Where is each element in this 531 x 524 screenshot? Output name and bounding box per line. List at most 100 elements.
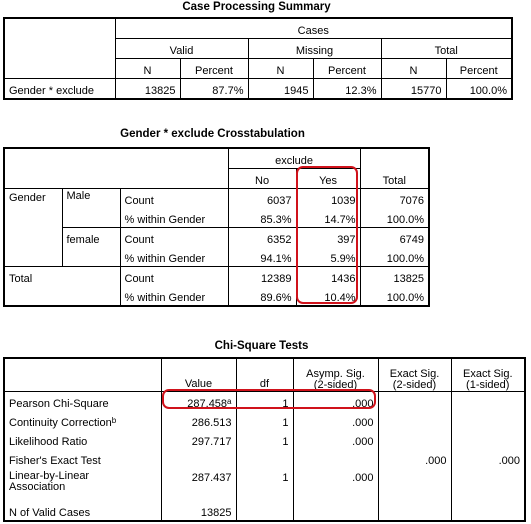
col-percent: Percent: [179, 58, 249, 79]
fisher-value: [160, 449, 237, 468]
pearson-value-number: 287.458: [187, 398, 228, 410]
continuity-exact1: [450, 411, 526, 430]
continuity-asymp: .000: [292, 411, 379, 430]
missing-n: 1945: [247, 78, 314, 100]
continuity-exact2: [377, 411, 452, 430]
corner-cell: [3, 147, 229, 189]
exact-sig-1-line1: Exact Sig.: [462, 368, 513, 380]
male-no-pct: 85.3%: [227, 208, 297, 228]
value-header: Value: [160, 357, 237, 392]
fisher-label: Fisher's Exact Test: [3, 449, 162, 468]
likelihood-exact2: [377, 430, 452, 449]
total-yes-pct: 10.4%: [295, 286, 361, 307]
gender-label: Gender: [3, 188, 62, 267]
pearson-asymp: .000: [292, 391, 379, 411]
likelihood-exact1: [450, 430, 526, 449]
continuity-value: 286.513: [160, 411, 237, 430]
total-spacer: [3, 286, 120, 307]
df-header: df: [235, 357, 294, 392]
female-no-pct: 94.1%: [227, 247, 297, 267]
fisher-asymp: [292, 449, 379, 468]
col-percent: Percent: [445, 58, 513, 79]
missing-percent: 12.3%: [312, 78, 382, 100]
col-n: N: [114, 58, 181, 79]
total-percent: 100.0%: [445, 78, 513, 100]
male-total-pct: 100.0%: [359, 208, 430, 228]
asymp-sig-header: Asymp. Sig. (2-sided): [292, 357, 379, 392]
fisher-df: [235, 449, 294, 468]
nvalid-exact2: [377, 501, 452, 522]
nvalid-df: [235, 501, 294, 522]
cases-header: Cases: [114, 17, 513, 39]
valid-n: 13825: [114, 78, 181, 100]
pearson-footnote: a: [227, 397, 232, 406]
continuity-label-text: Continuity Correction: [9, 417, 112, 429]
exact-sig-2-line1: Exact Sig.: [389, 368, 440, 380]
likelihood-asymp: .000: [292, 430, 379, 449]
valid-header: Valid: [114, 38, 249, 59]
pearson-exact2: [377, 391, 452, 411]
valid-percent: 87.7%: [179, 78, 249, 100]
pct-label: % within Gender: [119, 286, 229, 307]
col-n: N: [247, 58, 314, 79]
exact-sig-2-line2: (2-sided): [392, 379, 437, 391]
pct-label: % within Gender: [119, 247, 229, 267]
female-no-count: 6352: [227, 227, 297, 247]
fisher-exact2: .000: [377, 449, 452, 468]
count-label: Count: [119, 266, 229, 286]
linear-asymp: .000: [292, 468, 379, 501]
case-processing-table: Cases Valid Missing Total N Percent N Pe…: [3, 17, 513, 100]
exact-sig-1-line2: (1-sided): [466, 379, 510, 391]
female-yes-count: 397: [295, 227, 361, 247]
asymp-sig-line1: Asymp. Sig.: [306, 368, 365, 380]
female-yes-pct: 5.9%: [295, 247, 361, 267]
linear-exact2: [377, 468, 452, 501]
linear-label-line2: Association: [9, 481, 66, 493]
continuity-label: Continuity Correctionb: [3, 411, 162, 430]
continuity-df: 1: [235, 411, 294, 430]
continuity-footnote: b: [111, 416, 117, 425]
corner-cell: [3, 357, 162, 392]
male-no-count: 6037: [227, 188, 297, 208]
pearson-label: Pearson Chi-Square: [3, 391, 162, 411]
total-no-pct: 89.6%: [227, 286, 297, 307]
female-total-pct: 100.0%: [359, 247, 430, 267]
no-col-header: No: [227, 168, 297, 189]
asymp-sig-line2: (2-sided): [313, 379, 358, 391]
total-total-count: 13825: [359, 266, 430, 286]
male-yes-pct: 14.7%: [295, 208, 361, 228]
total-row-label: Total: [3, 266, 120, 286]
nvalid-label: N of Valid Cases: [3, 501, 162, 522]
total-n: 15770: [380, 78, 447, 100]
linear-df: 1: [235, 468, 294, 501]
likelihood-value: 297.717: [160, 430, 237, 449]
likelihood-label: Likelihood Ratio: [3, 430, 162, 449]
exclude-header: exclude: [227, 147, 361, 169]
female-spacer: [61, 247, 120, 267]
chisq-table: Value df Asymp. Sig. (2-sided) Exact Sig…: [3, 357, 526, 522]
count-label: Count: [119, 227, 229, 247]
count-label: Count: [119, 188, 229, 208]
crosstab-title: Gender * exclude Crosstabulation: [120, 128, 305, 140]
col-percent: Percent: [312, 58, 382, 79]
total-no-count: 12389: [227, 266, 297, 286]
case-processing-title: Case Processing Summary: [182, 1, 331, 13]
missing-header: Missing: [247, 38, 382, 59]
nvalid-value: 13825: [160, 501, 237, 522]
crosstab-table: exclude Total No Yes Gender Male Count 6…: [3, 147, 431, 307]
total-col-header: Total: [359, 147, 430, 189]
linear-exact1: [450, 468, 526, 501]
linear-label-line1: Linear-by-Linear: [9, 470, 90, 482]
female-total-count: 6749: [359, 227, 430, 247]
chisq-title: Chi-Square Tests: [214, 340, 309, 352]
total-yes-count: 1436: [295, 266, 361, 286]
male-spacer: [61, 208, 120, 228]
total-total-pct: 100.0%: [359, 286, 430, 307]
male-yes-count: 1039: [295, 188, 361, 208]
male-total-count: 7076: [359, 188, 430, 208]
exact-sig-2-header: Exact Sig. (2-sided): [377, 357, 452, 392]
fisher-exact1: .000: [450, 449, 526, 468]
nvalid-asymp: [292, 501, 379, 522]
pearson-df: 1: [235, 391, 294, 411]
exact-sig-1-header: Exact Sig. (1-sided): [450, 357, 526, 392]
